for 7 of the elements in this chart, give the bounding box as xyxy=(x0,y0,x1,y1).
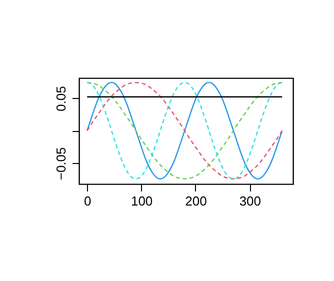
y-tick-label: −0.05 xyxy=(54,147,68,180)
x-tick-label: 0 xyxy=(84,194,92,208)
line-series xyxy=(86,82,283,180)
x-tick-label: 100 xyxy=(130,194,153,208)
x-tick-label: 300 xyxy=(239,194,262,208)
y-tick-label: 0.05 xyxy=(54,86,68,112)
x-tick-label: 200 xyxy=(185,194,207,208)
